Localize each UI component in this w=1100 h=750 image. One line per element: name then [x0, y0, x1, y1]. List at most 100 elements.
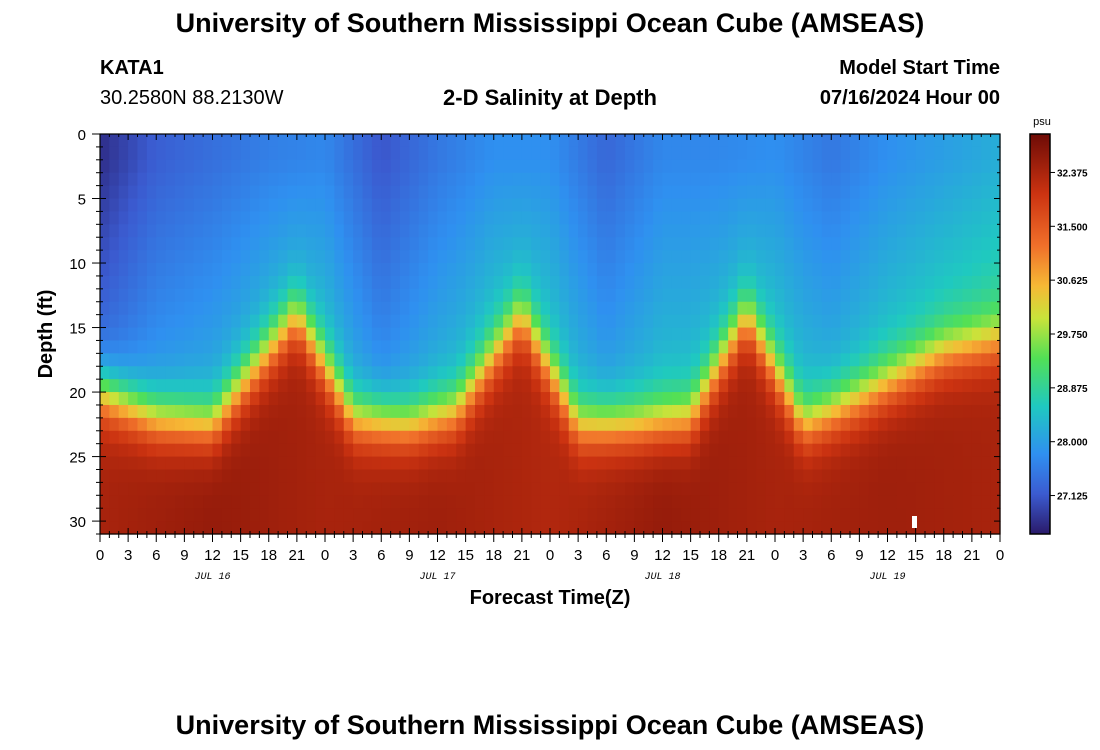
heatmap-cell	[962, 288, 973, 303]
heatmap-cell	[287, 456, 298, 471]
heatmap-cell	[409, 275, 420, 290]
heatmap-cell	[362, 134, 373, 148]
heatmap-cell	[437, 134, 448, 148]
heatmap-cell	[934, 237, 945, 251]
heatmap-cell	[353, 224, 364, 238]
heatmap-cell	[418, 443, 429, 458]
heatmap-cell	[512, 327, 523, 342]
heatmap-cell	[118, 237, 129, 251]
heatmap-cell	[325, 301, 335, 316]
heatmap-cell	[990, 340, 1001, 354]
heatmap-cell	[446, 159, 457, 174]
heatmap-cell	[353, 456, 364, 471]
heatmap-cell	[775, 211, 785, 225]
heatmap-cell	[128, 134, 139, 148]
heatmap-cell	[484, 327, 495, 342]
heatmap-cell	[671, 288, 682, 303]
heatmap-cell	[559, 159, 570, 174]
heatmap-cell	[606, 301, 617, 316]
heatmap-cell	[803, 443, 814, 458]
heatmap-cell	[906, 314, 917, 329]
heatmap-cell	[484, 404, 495, 419]
heatmap-cell	[146, 237, 157, 251]
heatmap-cell	[718, 340, 729, 354]
heatmap-cell	[446, 327, 457, 342]
heatmap-cell	[718, 314, 729, 329]
heatmap-cell	[990, 288, 1001, 303]
heatmap-cell	[240, 211, 251, 225]
heatmap-cell	[259, 482, 270, 496]
heatmap-cell	[343, 134, 354, 148]
heatmap-cell	[812, 353, 823, 367]
heatmap-cell	[981, 392, 992, 406]
heatmap-cell	[587, 288, 598, 303]
heatmap-cell	[512, 353, 523, 367]
heatmap-cell	[596, 224, 607, 238]
heatmap-cell	[165, 404, 176, 419]
heatmap-cell	[709, 211, 720, 225]
heatmap-cell	[278, 198, 289, 213]
heatmap-cell	[550, 211, 560, 225]
heatmap-cell	[175, 185, 185, 200]
heatmap-cell	[671, 482, 682, 496]
heatmap-cell	[981, 146, 992, 161]
heatmap-cell	[203, 404, 214, 419]
heatmap-cell	[437, 392, 448, 406]
heatmap-cell	[943, 198, 954, 213]
heatmap-cell	[681, 456, 692, 471]
heatmap-cell	[334, 379, 345, 393]
heatmap-cell	[840, 521, 851, 535]
heatmap-cell	[971, 263, 982, 277]
heatmap-cell	[934, 250, 945, 264]
heatmap-cell	[362, 469, 373, 483]
heatmap-cell	[512, 392, 523, 406]
x-tick-label: 21	[289, 547, 306, 564]
heatmap-cell	[718, 301, 729, 316]
heatmap-cell	[465, 301, 476, 316]
heatmap-cell	[634, 353, 645, 367]
heatmap-cell	[831, 185, 842, 200]
heatmap-cell	[137, 392, 148, 406]
heatmap-cell	[475, 443, 485, 458]
heatmap-cell	[831, 250, 842, 264]
heatmap-cell	[531, 340, 542, 354]
heatmap-cell	[962, 237, 973, 251]
heatmap-cell	[156, 521, 167, 535]
heatmap-cell	[296, 263, 307, 277]
heatmap-cell	[278, 443, 289, 458]
heatmap-cell	[503, 134, 514, 148]
heatmap-cell	[531, 521, 542, 535]
heatmap-cell	[934, 340, 945, 354]
heatmap-cell	[362, 327, 373, 342]
heatmap-cell	[250, 392, 260, 406]
heatmap-cell	[981, 521, 992, 535]
heatmap-cell	[221, 366, 232, 380]
heatmap-cell	[615, 353, 626, 367]
heatmap-cell	[137, 288, 148, 303]
heatmap-cell	[784, 185, 795, 200]
heatmap-cell	[793, 146, 804, 161]
heatmap-cell	[531, 353, 542, 367]
heatmap-cell	[137, 353, 148, 367]
heatmap-cell	[521, 301, 532, 316]
heatmap-cell	[493, 340, 504, 354]
heatmap-cell	[859, 521, 870, 535]
x-tick-label: 0	[321, 547, 329, 564]
heatmap-cell	[409, 198, 420, 213]
heatmap-cell	[906, 185, 917, 200]
heatmap-cell	[456, 146, 467, 161]
heatmap-cell	[915, 508, 926, 522]
heatmap-cell	[540, 430, 551, 445]
heatmap-cell	[540, 417, 551, 432]
heatmap-cell	[662, 198, 673, 213]
heatmap-cell	[465, 172, 476, 187]
heatmap-cell	[503, 469, 514, 483]
heatmap-cell	[175, 353, 185, 367]
heatmap-cell	[456, 430, 467, 445]
heatmap-cell	[353, 392, 364, 406]
heatmap-cell	[409, 404, 420, 419]
heatmap-cell	[765, 275, 776, 290]
heatmap-cell	[981, 134, 992, 148]
heatmap-cell	[850, 456, 860, 471]
heatmap-cell	[775, 159, 785, 174]
